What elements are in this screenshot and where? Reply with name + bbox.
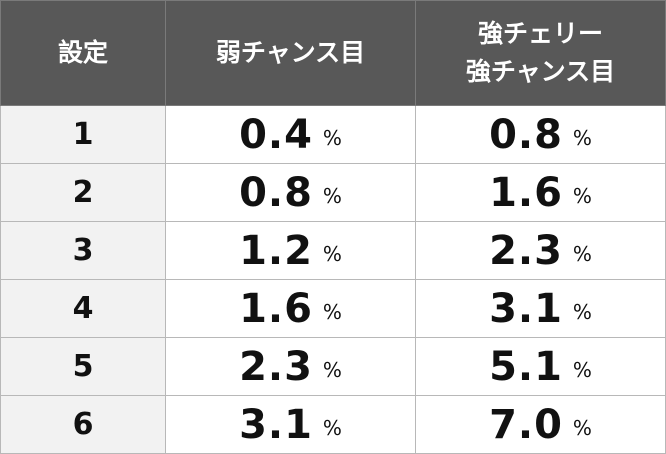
weak-chance-cell: 0.4% — [165, 105, 416, 164]
header-row: 設定 弱チャンス目 強チェリー 強チャンス目 — [0, 0, 666, 106]
percent-unit: % — [322, 299, 342, 324]
weak-chance-cell: 2.3% — [165, 337, 416, 396]
weak-chance-value: 2.3 — [239, 343, 313, 390]
weak-chance-value: 1.6 — [239, 285, 313, 332]
header-setting: 設定 — [0, 0, 166, 106]
strong-cell: 7.0% — [415, 395, 666, 454]
setting-cell: 3 — [0, 221, 166, 280]
table-row: 6 3.1% 7.0% — [0, 395, 666, 454]
strong-value: 2.3 — [489, 227, 563, 274]
setting-cell: 5 — [0, 337, 166, 396]
percent-unit: % — [572, 299, 592, 324]
strong-cell: 5.1% — [415, 337, 666, 396]
strong-cell: 1.6% — [415, 163, 666, 222]
setting-cell: 6 — [0, 395, 166, 454]
percent-unit: % — [572, 241, 592, 266]
weak-chance-cell: 1.2% — [165, 221, 416, 280]
table-row: 1 0.4% 0.8% — [0, 105, 666, 164]
weak-chance-cell: 1.6% — [165, 279, 416, 338]
strong-cell: 0.8% — [415, 105, 666, 164]
weak-chance-value: 3.1 — [239, 401, 313, 448]
percent-unit: % — [322, 357, 342, 382]
percent-unit: % — [572, 415, 592, 440]
strong-value: 7.0 — [489, 401, 563, 448]
percent-unit: % — [322, 415, 342, 440]
header-strong-cherry-line2: 強チャンス目 — [465, 57, 616, 86]
strong-value: 0.8 — [489, 111, 563, 158]
header-strong-cherry: 強チェリー 強チャンス目 — [415, 0, 666, 106]
table-row: 2 0.8% 1.6% — [0, 163, 666, 222]
table-row: 4 1.6% 3.1% — [0, 279, 666, 338]
percent-unit: % — [322, 241, 342, 266]
percent-unit: % — [572, 357, 592, 382]
setting-cell: 2 — [0, 163, 166, 222]
strong-cell: 2.3% — [415, 221, 666, 280]
table-row: 5 2.3% 5.1% — [0, 337, 666, 396]
percent-unit: % — [572, 125, 592, 150]
weak-chance-value: 0.4 — [239, 111, 313, 158]
strong-cell: 3.1% — [415, 279, 666, 338]
percent-unit: % — [572, 183, 592, 208]
weak-chance-value: 1.2 — [239, 227, 313, 274]
table-row: 3 1.2% 2.3% — [0, 221, 666, 280]
weak-chance-cell: 0.8% — [165, 163, 416, 222]
weak-chance-cell: 3.1% — [165, 395, 416, 454]
strong-value: 3.1 — [489, 285, 563, 332]
setting-cell: 4 — [0, 279, 166, 338]
setting-cell: 1 — [0, 105, 166, 164]
weak-chance-value: 0.8 — [239, 169, 313, 216]
percent-unit: % — [322, 183, 342, 208]
strong-value: 1.6 — [489, 169, 563, 216]
header-weak-chance: 弱チャンス目 — [165, 0, 416, 106]
percent-unit: % — [322, 125, 342, 150]
header-strong-cherry-line1: 強チェリー — [477, 19, 603, 48]
strong-value: 5.1 — [489, 343, 563, 390]
